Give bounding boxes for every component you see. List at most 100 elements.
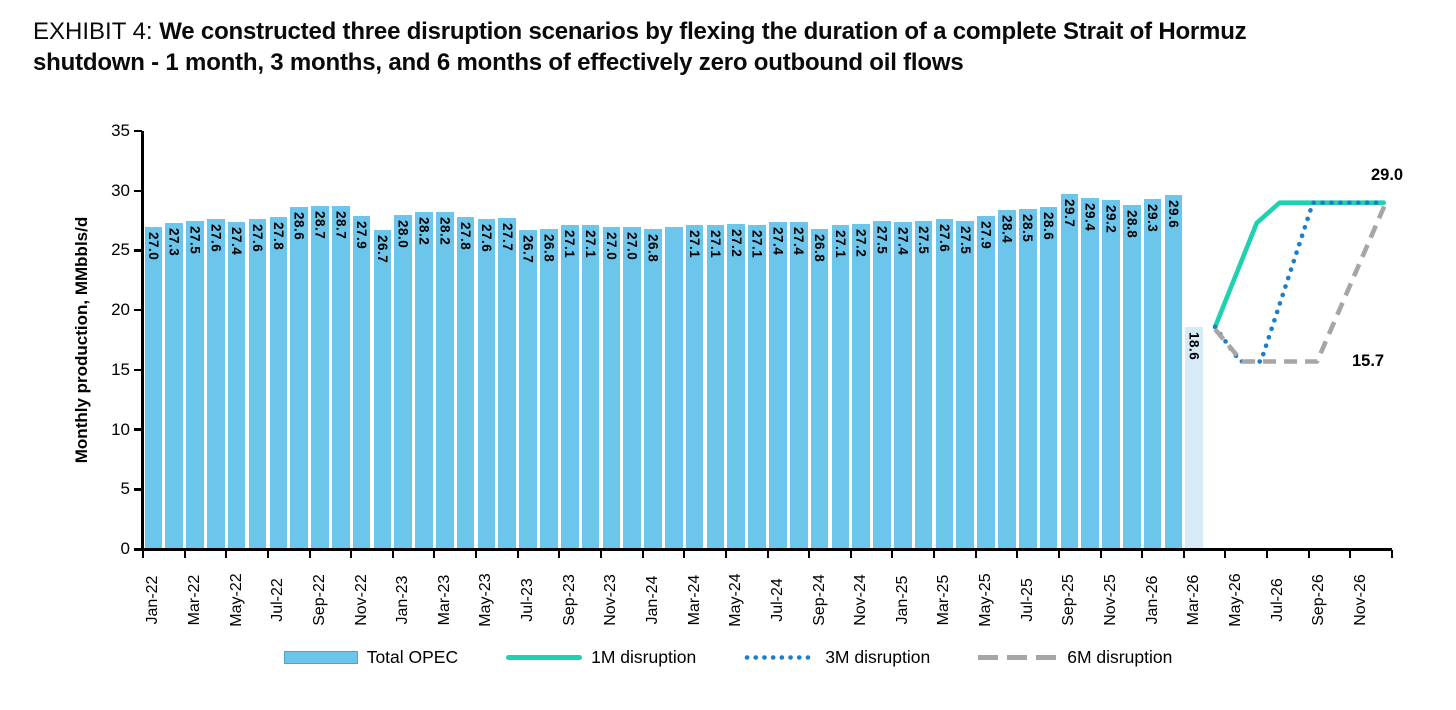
x-tick: [849, 550, 852, 558]
x-tick: [766, 550, 769, 558]
x-tick-label: Nov-24: [852, 574, 870, 626]
bar: [456, 216, 475, 549]
bar-value-label: 27.0: [624, 231, 640, 260]
x-tick: [1266, 550, 1269, 558]
x-tick-label: Mar-24: [685, 574, 703, 626]
bar: [331, 206, 350, 549]
bar: [269, 216, 288, 549]
legend-label: 3M disruption: [825, 647, 931, 667]
bar-value-label: 27.6: [249, 224, 265, 253]
x-tick: [1349, 550, 1352, 558]
bar-value-label: 27.3: [166, 227, 182, 257]
y-tick: [134, 189, 142, 192]
x-tick-label: Nov-22: [352, 574, 370, 626]
bar-value-label: 27.9: [354, 220, 370, 250]
bar-shutdown-month: [1185, 326, 1204, 549]
bar: [977, 215, 995, 549]
x-tick: [933, 550, 936, 558]
x-tick-label: Jul-22: [269, 578, 287, 622]
bar: [727, 224, 746, 549]
bar: [186, 220, 204, 549]
x-tick-label: Jan-23: [394, 575, 412, 625]
bar: [852, 224, 870, 549]
x-tick: [308, 550, 311, 558]
bar-value-label: 27.2: [728, 229, 744, 258]
bar-value-label: 28.4: [999, 214, 1015, 244]
bar-value-label: 27.5: [957, 225, 973, 254]
bar: [477, 219, 496, 549]
bar-value-label: 29.7: [1061, 199, 1077, 228]
bar: [498, 218, 517, 549]
x-tick: [891, 550, 894, 558]
x-tick-label: Mar-22: [186, 574, 204, 626]
bar-value-label: 27.1: [707, 230, 723, 259]
x-tick: [683, 550, 686, 558]
legend-label: 6M disruption: [1067, 647, 1173, 667]
bar-value-label: 27.4: [791, 226, 807, 256]
bar-value-label: 27.0: [603, 231, 619, 260]
bar-value-label: 27.6: [936, 224, 952, 253]
bar: [165, 222, 184, 549]
scenario-lines: [1212, 200, 1388, 364]
bar-value-label: 27.7: [499, 223, 515, 252]
bar: [644, 228, 662, 549]
y-tick: [134, 368, 142, 372]
bar-value-label: 28.6: [1041, 212, 1057, 241]
legend-label: Total OPEC: [366, 647, 459, 667]
x-axis-line: [134, 547, 1392, 551]
annotation-peak-value: 29.0: [1371, 166, 1404, 184]
dashed-line-swatch-icon: [978, 654, 1059, 660]
y-tick: [134, 249, 142, 252]
bar-value-label: 27.4: [895, 226, 911, 256]
bar-value-label: 26.7: [374, 235, 390, 264]
legend-item-1m-disruption: 1M disruption: [506, 646, 696, 668]
y-tick-label: 25: [111, 240, 130, 260]
x-tick: [974, 550, 977, 558]
solid-line-swatch-icon: [506, 654, 583, 660]
bar: [540, 228, 558, 549]
bar-value-label: 29.3: [1145, 204, 1161, 233]
y-tick-label: 5: [120, 479, 130, 499]
bar-value-label: 27.1: [832, 230, 848, 259]
bar: [290, 207, 308, 549]
x-tick: [516, 550, 519, 558]
y-tick: [134, 129, 142, 133]
y-tick-label: 35: [111, 121, 130, 140]
bar: [1164, 195, 1183, 549]
bar-value-label: 27.5: [187, 225, 203, 254]
x-tick-label: Jan-26: [1143, 575, 1161, 625]
bar-value-label: 28.2: [416, 217, 432, 246]
y-tick-label: 20: [111, 300, 130, 320]
bar: [519, 230, 537, 549]
x-tick: [1307, 550, 1310, 558]
bar-value-label: 27.9: [978, 220, 994, 250]
x-tick: [183, 550, 186, 558]
x-tick: [1224, 550, 1227, 558]
x-tick: [350, 550, 353, 558]
bar: [394, 214, 412, 549]
legend-item-3m-disruption: 3M disruption: [744, 646, 930, 668]
legend-label: 1M disruption: [591, 647, 697, 667]
y-tick: [134, 428, 142, 431]
x-tick-label: Jan-25: [893, 575, 911, 625]
x-tick-label: Jul-24: [768, 578, 786, 622]
x-tick-label: Jul-23: [519, 578, 537, 622]
legend: Total OPEC 1M disruption 3M disruption 6…: [0, 646, 1456, 668]
bar-value-label: 27.4: [229, 226, 245, 256]
x-tick: [599, 550, 602, 558]
bar-value-label: 27.5: [874, 225, 890, 254]
x-tick-label: Jul-26: [1268, 578, 1286, 622]
x-tick-label: Mar-23: [435, 574, 453, 626]
x-tick: [391, 550, 394, 558]
bar: [1039, 207, 1058, 549]
bar-value-label: 26.7: [520, 235, 536, 264]
bar: [415, 212, 433, 549]
bar-value-label: 26.8: [812, 233, 828, 263]
bar: [831, 225, 850, 549]
x-tick-label: Sep-22: [310, 574, 328, 626]
scenario-line-3m: [1212, 200, 1386, 364]
bar-value-label: 28.8: [1124, 210, 1140, 239]
x-tick: [225, 550, 228, 558]
